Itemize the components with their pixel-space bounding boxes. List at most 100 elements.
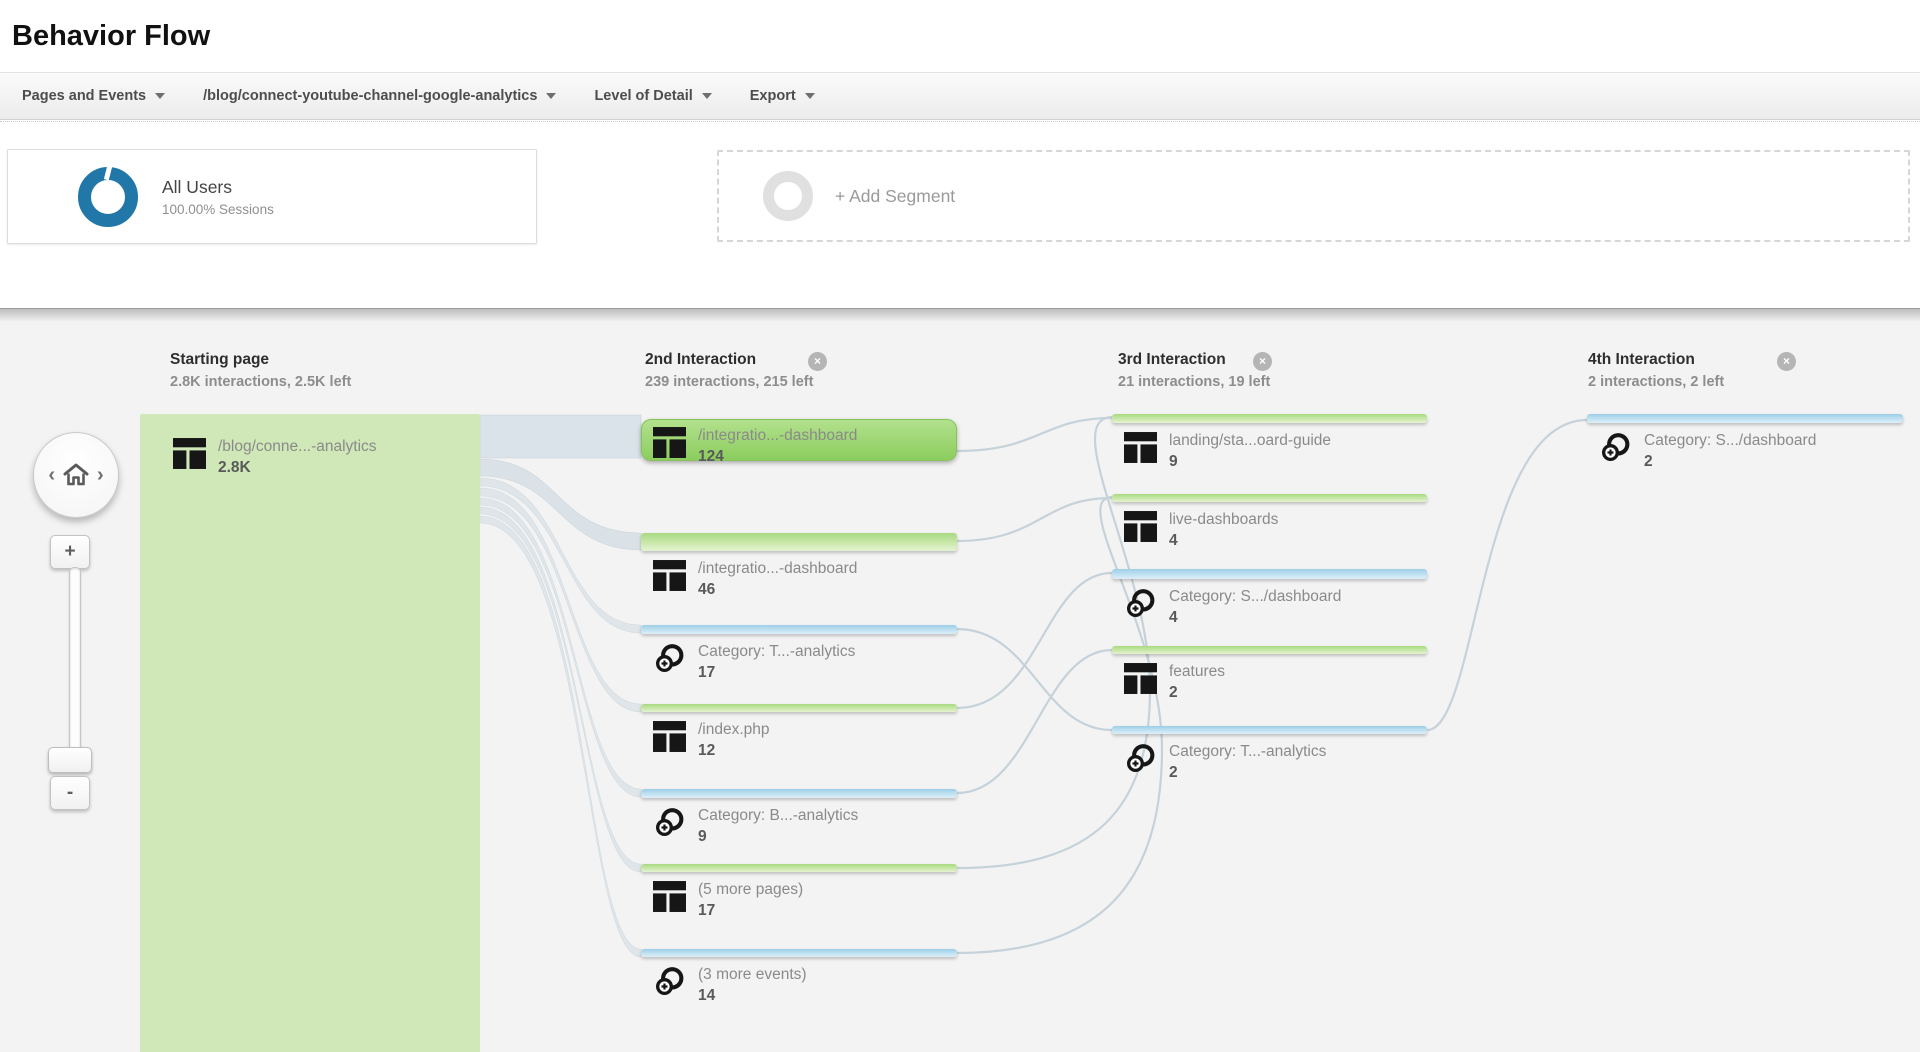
close-column-4-button[interactable]: × [1777,352,1796,371]
column-header-2nd-interaction: 2nd Interaction 239 interactions, 215 le… [645,351,813,390]
flow-node[interactable]: (5 more pages) 17 [641,864,957,920]
flow-node-name: /index.php [698,721,770,738]
close-icon: × [813,354,821,368]
flow-node-count: 2 [1169,684,1178,701]
flow-node-count: 2 [1644,453,1653,470]
flow-node-bar [1112,494,1427,502]
level-of-detail-dropdown[interactable]: Level of Detail [586,82,719,110]
segment-bar: All Users 100.00% Sessions + Add Segment [0,121,1920,309]
close-column-2-button[interactable]: × [808,352,827,371]
pan-right-icon[interactable]: › [97,464,104,486]
flow-node[interactable]: /integratio...-dashboard 46 [641,533,957,599]
flow-node[interactable]: /integratio...-dashboard 124 [641,419,957,466]
flow-connection[interactable] [479,515,642,958]
flow-node-text: /integratio...-dashboard 124 [698,427,857,466]
chevron-down-icon [804,93,815,99]
flow-connection[interactable] [956,627,1113,732]
flow-node-text: Category: T...-analytics 2 [1169,743,1326,782]
segment-card-all-users[interactable]: All Users 100.00% Sessions [7,149,537,244]
add-segment-button[interactable]: + Add Segment [717,150,1910,242]
export-dropdown[interactable]: Export [742,82,823,110]
flow-connection[interactable] [1426,418,1588,732]
flow-node-count: 17 [698,902,716,919]
flow-node-bar [641,419,957,461]
flow-node-text: (3 more events) 14 [698,966,807,1005]
flow-connection[interactable] [956,415,1152,870]
flow-connection[interactable] [479,487,642,713]
starting-page-dropdown-label: /blog/connect-youtube-channel-google-ana… [203,88,538,104]
column-title: Starting page [170,351,270,368]
flow-connection[interactable] [956,571,1113,710]
flow-node[interactable]: Category: T...-analytics 2 [1112,726,1427,782]
flow-node-label: /integratio...-dashboard 46 [641,560,957,599]
home-icon[interactable] [62,462,90,488]
flow-node-name: landing/sta...oard-guide [1169,432,1332,449]
flow-node-label: Category: S.../dashboard 2 [1587,432,1903,471]
flow-node-label: Category: S.../dashboard 4 [1112,588,1427,627]
flow-node-bar [1112,569,1427,579]
flow-node-bar [641,949,957,957]
flow-node-text: Category: S.../dashboard 4 [1169,588,1341,627]
flow-node-bar [1587,414,1903,423]
page-icon [653,560,686,591]
flow-node-count: 124 [698,448,724,465]
column-subtitle: 21 interactions, 19 left [1118,374,1271,390]
close-icon: × [1782,354,1790,368]
flow-connection[interactable] [956,648,1113,795]
flow-node-count: 9 [1169,453,1178,470]
event-icon [656,808,684,836]
flow-node-label: /index.php 12 [641,721,957,760]
starting-page-dropdown[interactable]: /blog/connect-youtube-channel-google-ana… [195,82,564,110]
flow-node-count: 46 [698,581,716,598]
flow-node[interactable]: Category: B...-analytics 9 [641,789,957,846]
zoom-slider-handle[interactable] [48,747,92,773]
toolbar: Pages and Events /blog/connect-youtube-c… [0,72,1920,120]
flow-node-label: (5 more pages) 17 [641,881,957,920]
column-header-4th-interaction: 4th Interaction 2 interactions, 2 left [1588,351,1724,390]
column-title: 2nd Interaction [645,351,757,368]
zoom-slider-track[interactable] [69,567,81,753]
flow-node[interactable]: (3 more events) 14 [641,949,957,1005]
segment-detail: 100.00% Sessions [162,201,274,217]
flow-node-bar [641,533,957,551]
event-icon [1127,589,1155,617]
flow-connection[interactable] [956,496,1113,543]
pan-left-icon[interactable]: ‹ [48,464,55,486]
flow-node-text: /integratio...-dashboard 46 [698,560,857,599]
flow-node[interactable]: Category: S.../dashboard 4 [1112,569,1427,627]
dimension-dropdown-label: Pages and Events [22,88,147,104]
add-segment-label: + Add Segment [835,185,956,206]
flow-node[interactable]: live-dashboards 4 [1112,494,1427,550]
flow-node-name: Category: S.../dashboard [1644,432,1817,449]
level-of-detail-dropdown-label: Level of Detail [594,88,693,104]
pan-home-control[interactable]: ‹ › [33,432,119,518]
flow-node[interactable]: Category: S.../dashboard 2 [1587,414,1903,471]
flow-node-label: /integratio...-dashboard 124 [641,427,957,466]
event-icon [656,967,684,995]
column-header-starting-page: Starting page 2.8K interactions, 2.5K le… [170,351,351,390]
zoom-in-button[interactable]: + [50,535,90,569]
flow-node-count: 9 [698,828,707,845]
flow-node-label: Category: B...-analytics 9 [641,807,957,846]
column-header-3rd-interaction: 3rd Interaction 21 interactions, 19 left [1118,351,1270,390]
flow-connection[interactable] [956,495,1164,955]
flow-node-bar [641,625,957,634]
flow-node[interactable]: /blog/conne...-analytics 2.8K [140,414,480,1052]
flow-node-label: features 2 [1112,663,1427,702]
flow-node[interactable]: /index.php 12 [641,704,957,760]
flow-node-name: /blog/conne...-analytics [218,438,377,455]
flow-connection[interactable] [479,506,642,873]
page-icon [653,427,686,458]
segment-name: All Users [162,176,233,197]
flow-connection[interactable] [956,416,1113,453]
flow-node[interactable]: landing/sta...oard-guide 9 [1112,414,1427,471]
flow-node[interactable]: Category: T...-analytics 17 [641,625,957,682]
dimension-dropdown[interactable]: Pages and Events [14,82,173,110]
zoom-out-button[interactable]: - [50,776,90,810]
flow-node[interactable]: features 2 [1112,646,1427,702]
close-column-3-button[interactable]: × [1253,352,1272,371]
flow-node-name: Category: T...-analytics [1169,743,1327,760]
flow-connection[interactable] [479,414,642,459]
flow-node-text: /blog/conne...-analytics 2.8K [218,438,377,477]
